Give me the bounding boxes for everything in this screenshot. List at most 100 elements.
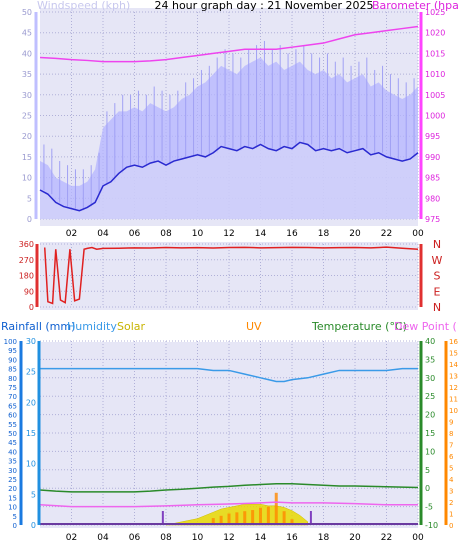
p3-humidity-tick-label: 75 <box>8 384 17 392</box>
p1-left-tick-label: 30 <box>22 91 32 100</box>
p3-rain-tick-label: 30 <box>26 337 36 346</box>
p3-humidity-tick-label: 100 <box>4 338 17 346</box>
uv-bar <box>251 510 255 525</box>
uv-bar <box>266 506 270 525</box>
p1-left-tick-label: 20 <box>22 132 32 141</box>
p3-temp-tick-label: -5 <box>425 503 433 512</box>
p3-rain-tick-label: 20 <box>26 398 36 407</box>
p3-temp-tick-label: 5 <box>425 466 430 475</box>
p1-left-tick-label: 10 <box>22 174 32 183</box>
p3-humidity-tick-label: 60 <box>8 412 17 420</box>
p3-rain-tick-label: 15 <box>26 429 36 438</box>
p3-humidity-tick-label: 90 <box>8 356 17 364</box>
p3-humidity-tick-label: 95 <box>8 347 17 355</box>
p1-x-tick-label: 20 <box>349 229 361 239</box>
p1-left-tick-label: 5 <box>27 194 32 203</box>
p1-x-tick-label: 12 <box>223 229 234 239</box>
p1-x-tick-label: 00 <box>412 229 424 239</box>
p1-x-tick-label: 04 <box>97 229 109 239</box>
p3-humidity-tick-label: 15 <box>8 494 17 502</box>
p3-x-tick-label: 02 <box>66 533 77 543</box>
p3-uv-tick-label: 0 <box>449 522 453 530</box>
p1-left-tick-label: 50 <box>22 8 32 17</box>
p3-temp-tick-label: 35 <box>425 355 435 364</box>
p1-left-tick-label: 40 <box>22 49 32 58</box>
uv-bar <box>243 511 247 525</box>
uv-bar <box>259 507 262 525</box>
p3-rain-tick-label: 5 <box>31 490 36 499</box>
p3-humidity-tick-label: 85 <box>8 366 17 374</box>
p3-humidity-tick-label: 10 <box>8 504 17 512</box>
p3-uv-tick-label: 14 <box>449 361 458 369</box>
p3-uv-tick-label: 13 <box>449 373 458 381</box>
p1-x-tick-label: 22 <box>381 229 392 239</box>
p3-x-tick-label: 10 <box>192 533 204 543</box>
p3-temp-tick-label: 20 <box>425 411 435 420</box>
p2-left-tick-label: 270 <box>19 256 34 265</box>
p3-x-tick-label: 06 <box>129 533 141 543</box>
p3-x-tick-label: 12 <box>223 533 234 543</box>
p3-temp-tick-label: 25 <box>425 392 435 401</box>
p3-uv-tick-label: 9 <box>449 419 453 427</box>
p3-rain-tick-label: 10 <box>26 460 36 469</box>
p1-left-tick-label: 25 <box>22 112 32 121</box>
p1-x-tick-label: 10 <box>192 229 204 239</box>
p1-right-tick-label: 975 <box>425 215 440 224</box>
p3-uv-tick-label: 2 <box>449 499 453 507</box>
p1-right-tick-label: 995 <box>425 132 440 141</box>
p3-uv-tick-label: 12 <box>449 384 458 392</box>
p3-uv-tick-label: 15 <box>449 350 458 358</box>
wind-series-fill <box>40 142 418 219</box>
p1-left-tick-label: 45 <box>22 29 32 38</box>
p3-humidity-tick-label: 70 <box>8 393 17 401</box>
uv-bar <box>274 492 278 525</box>
p3-x-tick-label: 18 <box>318 533 330 543</box>
p3-x-tick-label: 04 <box>97 533 109 543</box>
p3-uv-tick-label: 6 <box>449 453 454 461</box>
p2-compass-label: W <box>432 254 443 267</box>
p2-compass-label: N <box>433 301 441 314</box>
legend-uv: UV <box>246 320 262 333</box>
barometer-axis-label: Barometer (hpa) <box>372 0 458 12</box>
p1-x-tick-label: 14 <box>255 229 267 239</box>
p3-uv-tick-label: 11 <box>449 396 458 404</box>
p3-temp-tick-label: 30 <box>425 374 435 383</box>
legend-solar: Solar <box>117 320 146 333</box>
p1-right-tick-label: 1000 <box>425 112 445 121</box>
p3-humidity-tick-label: 30 <box>8 467 17 475</box>
legend-dewpoint: Dew Point (°C) <box>394 320 458 333</box>
p3-humidity-tick-label: 5 <box>13 513 17 521</box>
windspeed-axis-label: Windspeed (kph) <box>37 0 130 12</box>
barometer-series-line <box>39 25 419 63</box>
p2-left-tick-label: 180 <box>19 272 34 281</box>
p3-humidity-tick-label: 45 <box>8 439 17 447</box>
p3-rain-tick-label: 0 <box>31 521 36 530</box>
p1-left-tick-label: 0 <box>27 215 32 224</box>
p3-humidity-tick-label: 25 <box>8 476 17 484</box>
p3-x-tick-label: 20 <box>349 533 361 543</box>
p3-temp-tick-label: 15 <box>425 429 435 438</box>
legend-rainfall: Rainfall (mm) <box>1 320 75 333</box>
p1-x-tick-label: 18 <box>318 229 330 239</box>
p1-right-tick-label: 1025 <box>425 8 445 17</box>
uv-bar <box>282 511 286 525</box>
p3-x-tick-label: 00 <box>412 533 424 543</box>
p1-right-tick-label: 1010 <box>425 70 445 79</box>
p1-right-tick-label: 990 <box>425 153 440 162</box>
p3-humidity-tick-label: 20 <box>8 485 17 493</box>
p1-x-tick-label: 02 <box>66 229 77 239</box>
p3-rain-tick-label: 25 <box>26 368 36 377</box>
p1-x-tick-label: 08 <box>160 229 172 239</box>
p3-x-tick-label: 16 <box>286 533 298 543</box>
p1-right-tick-label: 1015 <box>425 49 445 58</box>
p2-left-tick-label: 360 <box>19 240 34 249</box>
p1-right-tick-label: 985 <box>425 174 440 183</box>
p3-temp-tick-label: -10 <box>425 521 438 530</box>
p3-humidity-tick-label: 50 <box>8 430 17 438</box>
p1-left-tick-label: 15 <box>22 153 32 162</box>
p3-uv-tick-label: 5 <box>449 465 453 473</box>
p3-humidity-tick-label: 55 <box>8 421 17 429</box>
dewpoint-series-line <box>39 501 418 508</box>
p3-temp-tick-label: 0 <box>425 484 430 493</box>
